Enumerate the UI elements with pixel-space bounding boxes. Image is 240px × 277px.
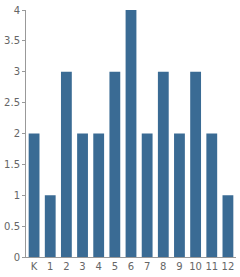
svg-text:3.5: 3.5: [4, 35, 20, 46]
svg-text:12: 12: [222, 261, 235, 272]
svg-text:2.5: 2.5: [4, 97, 20, 108]
svg-text:2: 2: [14, 128, 20, 139]
svg-text:1: 1: [14, 190, 20, 201]
svg-text:1.5: 1.5: [4, 159, 20, 170]
svg-text:6: 6: [128, 261, 134, 272]
svg-text:0: 0: [14, 252, 20, 263]
svg-text:5: 5: [112, 261, 118, 272]
svg-text:0.5: 0.5: [4, 221, 20, 232]
svg-text:K: K: [31, 261, 38, 272]
svg-text:3: 3: [79, 261, 85, 272]
svg-text:3: 3: [14, 66, 20, 77]
svg-text:2: 2: [63, 261, 69, 272]
svg-text:9: 9: [176, 261, 182, 272]
svg-text:10: 10: [189, 261, 202, 272]
svg-text:4: 4: [96, 261, 102, 272]
svg-text:1: 1: [47, 261, 53, 272]
svg-text:8: 8: [160, 261, 166, 272]
svg-text:7: 7: [144, 261, 150, 272]
svg-text:11: 11: [205, 261, 218, 272]
svg-text:4: 4: [14, 5, 20, 16]
